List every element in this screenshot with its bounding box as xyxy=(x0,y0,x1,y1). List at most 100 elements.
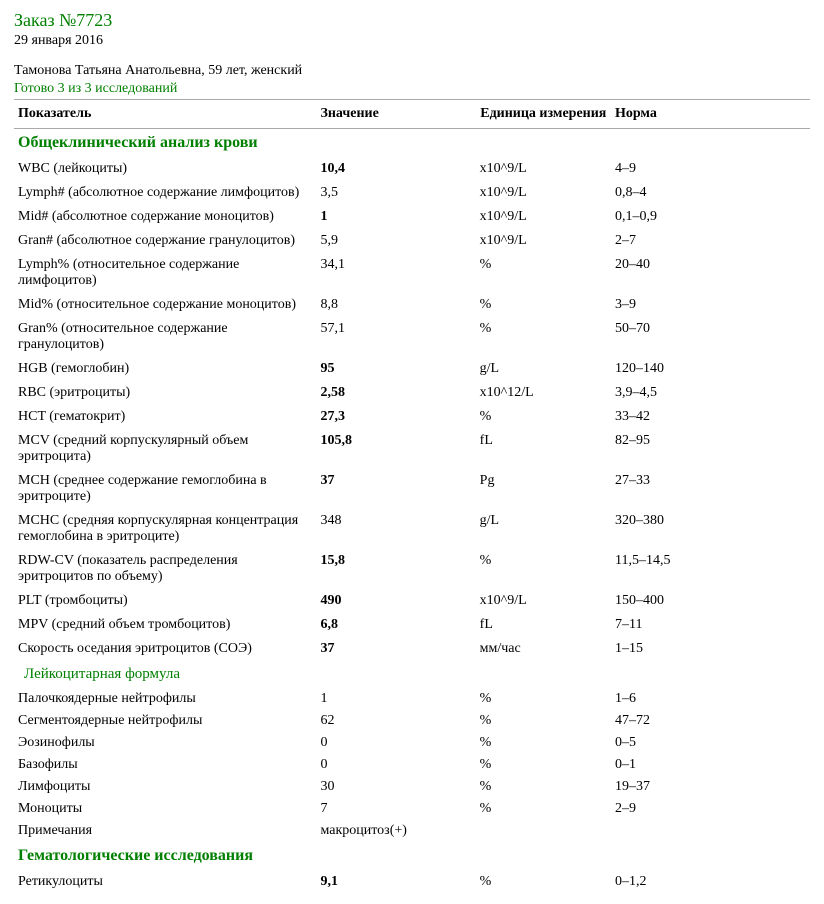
cell-param: HCT (гематокрит) xyxy=(14,405,316,429)
cell-param: MCH (среднее содержание гемоглобина в эр… xyxy=(14,469,316,509)
cell-unit: % xyxy=(476,776,611,798)
cell-unit: % xyxy=(476,549,611,589)
cell-param: Gran# (абсолютное содержание гранулоцито… xyxy=(14,229,316,253)
cell-value: 37 xyxy=(316,469,475,509)
cell-unit: % xyxy=(476,798,611,820)
cell-param: MCV (средний корпускулярный объем эритро… xyxy=(14,429,316,469)
table-row: MPV (средний объем тромбоцитов)6,8fL7–11 xyxy=(14,613,810,637)
cell-unit: x10^12/L xyxy=(476,381,611,405)
table-row: Gran# (абсолютное содержание гранулоцито… xyxy=(14,229,810,253)
cell-unit: % xyxy=(476,317,611,357)
cell-value: 348 xyxy=(316,509,475,549)
ready-status: Готово 3 из 3 исследований xyxy=(14,81,810,97)
table-row: Базофилы0%0–1 xyxy=(14,754,810,776)
cell-value: 57,1 xyxy=(316,317,475,357)
cell-norm: 0–1,2 xyxy=(611,870,810,894)
cell-norm: 11,5–14,5 xyxy=(611,549,810,589)
cell-norm: 33–42 xyxy=(611,405,810,429)
cell-norm: 0–1 xyxy=(611,754,810,776)
cell-param: Базофилы xyxy=(14,754,316,776)
cell-value: 95 xyxy=(316,357,475,381)
cell-unit: Pg xyxy=(476,469,611,509)
cell-param: RDW-CV (показатель распределения эритроц… xyxy=(14,549,316,589)
cell-param: MCHC (средняя корпускулярная концентраци… xyxy=(14,509,316,549)
section-title: Общеклинический анализ крови xyxy=(14,129,810,158)
cell-value: 34,1 xyxy=(316,253,475,293)
cell-unit: g/L xyxy=(476,509,611,549)
cell-unit: % xyxy=(476,405,611,429)
cell-param: HGB (гемоглобин) xyxy=(14,357,316,381)
table-row: Сегментоядерные нейтрофилы62%47–72 xyxy=(14,710,810,732)
cell-unit: x10^9/L xyxy=(476,157,611,181)
order-date: 29 января 2016 xyxy=(14,33,810,49)
cell-norm: 3–9 xyxy=(611,293,810,317)
cell-param: Сегментоядерные нейтрофилы xyxy=(14,710,316,732)
cell-unit: % xyxy=(476,754,611,776)
cell-param: Lymph% (относительное содержание лимфоци… xyxy=(14,253,316,293)
cell-param: Лимфоциты xyxy=(14,776,316,798)
cell-param: Mid# (абсолютное содержание моноцитов) xyxy=(14,205,316,229)
cell-norm: 82–95 xyxy=(611,429,810,469)
cell-norm: 2–7 xyxy=(611,229,810,253)
cell-norm: 7–11 xyxy=(611,613,810,637)
cell-unit: x10^9/L xyxy=(476,205,611,229)
cell-unit: % xyxy=(476,732,611,754)
cell-value: 37 xyxy=(316,637,475,661)
cell-norm: 4–9 xyxy=(611,157,810,181)
cell-norm: 320–380 xyxy=(611,509,810,549)
cell-param: WBC (лейкоциты) xyxy=(14,157,316,181)
table-row: Mid# (абсолютное содержание моноцитов)1x… xyxy=(14,205,810,229)
cell-unit: % xyxy=(476,688,611,710)
cell-norm: 2–9 xyxy=(611,798,810,820)
section-title: Гематологические исследования xyxy=(14,842,810,870)
table-row: Ретикулоциты9,1%0–1,2 xyxy=(14,870,810,894)
cell-param: Lymph# (абсолютное содержание лимфоцитов… xyxy=(14,181,316,205)
cell-unit: x10^9/L xyxy=(476,181,611,205)
table-row: Примечаниямакроцитоз(+) xyxy=(14,820,810,842)
table-row: Lymph% (относительное содержание лимфоци… xyxy=(14,253,810,293)
cell-param: Ретикулоциты xyxy=(14,870,316,894)
cell-unit xyxy=(476,820,611,842)
cell-norm xyxy=(611,820,810,842)
cell-unit: g/L xyxy=(476,357,611,381)
cell-unit: % xyxy=(476,710,611,732)
cell-value: 7 xyxy=(316,798,475,820)
cell-unit: % xyxy=(476,293,611,317)
table-row: Lymph# (абсолютное содержание лимфоцитов… xyxy=(14,181,810,205)
cell-norm: 20–40 xyxy=(611,253,810,293)
col-norm-header: Норма xyxy=(611,100,810,129)
table-row: Gran% (относительное содержание гранулоц… xyxy=(14,317,810,357)
cell-value: 30 xyxy=(316,776,475,798)
table-row: RDW-CV (показатель распределения эритроц… xyxy=(14,549,810,589)
cell-param: Скорость оседания эритроцитов (СОЭ) xyxy=(14,637,316,661)
cell-param: Палочкоядерные нейтрофилы xyxy=(14,688,316,710)
cell-value: 0 xyxy=(316,754,475,776)
cell-param: Эозинофилы xyxy=(14,732,316,754)
table-row: WBC (лейкоциты)10,4x10^9/L4–9 xyxy=(14,157,810,181)
cell-unit: fL xyxy=(476,429,611,469)
cell-norm: 0–5 xyxy=(611,732,810,754)
table-row: HGB (гемоглобин)95g/L120–140 xyxy=(14,357,810,381)
cell-norm: 0,1–0,9 xyxy=(611,205,810,229)
table-row: HCT (гематокрит)27,3%33–42 xyxy=(14,405,810,429)
table-row: Эозинофилы0%0–5 xyxy=(14,732,810,754)
cell-norm: 47–72 xyxy=(611,710,810,732)
table-row: MCV (средний корпускулярный объем эритро… xyxy=(14,429,810,469)
cell-unit: x10^9/L xyxy=(476,229,611,253)
table-row: Моноциты7%2–9 xyxy=(14,798,810,820)
cell-unit: % xyxy=(476,253,611,293)
col-param-header: Показатель xyxy=(14,100,316,129)
section-title-row: Гематологические исследования xyxy=(14,842,810,870)
section-title: Лейкоцитарная формула xyxy=(14,661,810,688)
cell-unit: x10^9/L xyxy=(476,589,611,613)
cell-value: 6,8 xyxy=(316,613,475,637)
patient-line: Тамонова Татьяна Анатольевна, 59 лет, же… xyxy=(14,63,810,79)
cell-param: MPV (средний объем тромбоцитов) xyxy=(14,613,316,637)
table-row: Mid% (относительное содержание моноцитов… xyxy=(14,293,810,317)
cell-norm: 3,9–4,5 xyxy=(611,381,810,405)
table-header-row: Показатель Значение Единица измерения Но… xyxy=(14,100,810,129)
order-title: Заказ №7723 xyxy=(14,10,810,31)
cell-value: 1 xyxy=(316,205,475,229)
cell-unit: fL xyxy=(476,613,611,637)
cell-value: 27,3 xyxy=(316,405,475,429)
